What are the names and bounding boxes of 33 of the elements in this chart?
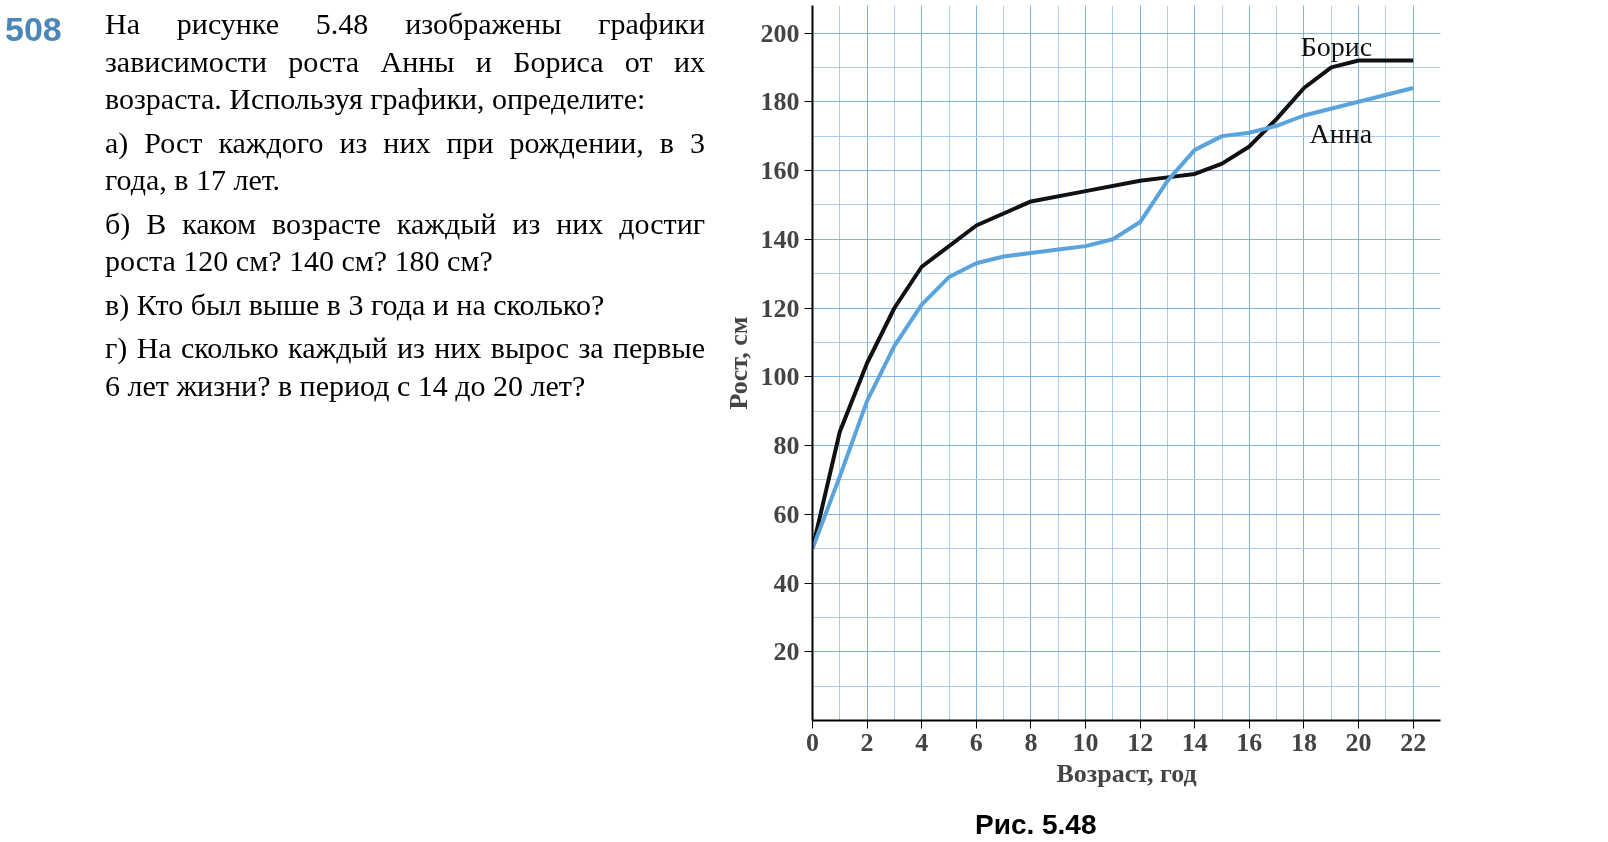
series-label: Борис <box>1300 31 1373 62</box>
x-tick-label: 14 <box>1181 727 1208 757</box>
text: г) На сколько каждый из них вырос за первые 6 лет жизни? в период с 14 до 20 лет? <box>105 330 705 404</box>
x-tick-label: 10 <box>1072 727 1099 757</box>
x-tick-label: 22 <box>1400 727 1427 757</box>
y-tick-label: 180 <box>760 87 800 117</box>
x-tick-label: 12 <box>1127 727 1154 757</box>
text: На рисунке 5.48 изображены графики зависимости роста Анны и Бориса от их возраста. Используя графики, определите: <box>105 6 705 117</box>
x-tick-label: 8 <box>1024 727 1038 757</box>
x-axis-title: Возраст, год <box>1056 758 1197 788</box>
x-tick-label: 6 <box>969 727 983 757</box>
x-tick-label: 18 <box>1290 727 1317 757</box>
x-tick-label: 20 <box>1345 727 1372 757</box>
y-tick-label: 100 <box>760 362 800 392</box>
x-tick-label: 2 <box>860 727 874 757</box>
y-tick-label: 200 <box>760 18 800 48</box>
series-label: Анна <box>1309 118 1373 149</box>
y-tick-label: 20 <box>773 637 800 667</box>
text: а) Рост каждого из них при рождении, в 3 года, в 17 лет. <box>105 124 705 198</box>
y-axis-title: Рост, см <box>723 316 753 410</box>
x-tick-label: 4 <box>915 727 929 757</box>
y-tick-label: 60 <box>773 499 800 529</box>
y-tick-label: 160 <box>760 156 800 185</box>
y-tick-label: 40 <box>773 568 800 598</box>
y-tick-label: 140 <box>760 224 800 254</box>
text: в) Кто был выше в 3 года и на сколько? <box>105 286 606 323</box>
y-tick-label: 120 <box>760 293 800 323</box>
text: б) В каком возрасте каждый из них достиг роста 120 см? 140 см? 180 см? <box>105 205 705 279</box>
x-tick-label: 0 <box>806 727 819 757</box>
x-tick-label: 16 <box>1236 727 1263 757</box>
text: 508 <box>5 9 62 50</box>
text: Рис. 5.48 <box>974 808 1097 842</box>
y-tick-label: 80 <box>773 431 800 460</box>
